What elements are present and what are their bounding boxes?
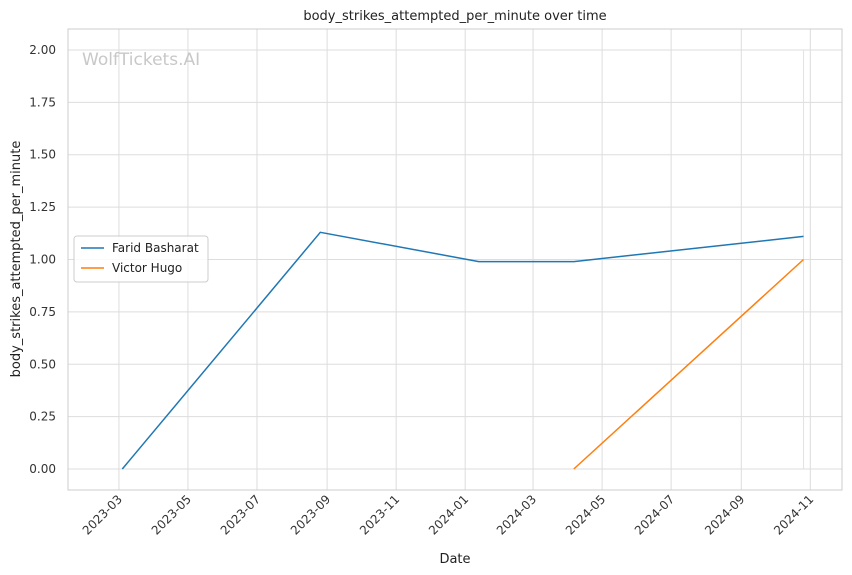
y-tick-label: 2.00 bbox=[29, 43, 56, 57]
y-tick-label: 0.25 bbox=[29, 410, 56, 424]
legend-label-farid-basharat: Farid Basharat bbox=[112, 241, 199, 255]
y-tick-label: 1.25 bbox=[29, 200, 56, 214]
legend-label-victor-hugo: Victor Hugo bbox=[112, 261, 182, 275]
y-tick-label: 1.75 bbox=[29, 95, 56, 109]
y-tick-label: 1.50 bbox=[29, 148, 56, 162]
y-axis-label: body_strikes_attempted_per_minute bbox=[9, 141, 24, 378]
y-tick-label: 0.00 bbox=[29, 462, 56, 476]
grid bbox=[68, 29, 842, 490]
legend-box bbox=[73, 235, 209, 283]
series-line-victor-hugo bbox=[573, 258, 805, 470]
watermark: WolfTickets.AI bbox=[82, 50, 200, 70]
series-line-farid-basharat bbox=[121, 231, 804, 470]
y-tick-labels: 0.00 0.25 0.50 0.75 1.00 1.25 1.50 1.75 2.00 bbox=[29, 43, 56, 476]
chart-title: body_strikes_attempted_per_minute over t… bbox=[303, 9, 606, 24]
series-layer bbox=[121, 231, 805, 470]
y-tick-label: 0.75 bbox=[29, 305, 56, 319]
y-tick-label: 0.50 bbox=[29, 357, 56, 371]
x-axis-label: Date bbox=[439, 552, 470, 567]
y-tick-label: 1.00 bbox=[29, 253, 56, 267]
plot-area-frame bbox=[67, 28, 843, 491]
legend: Farid Basharat Victor Hugo bbox=[73, 235, 209, 283]
